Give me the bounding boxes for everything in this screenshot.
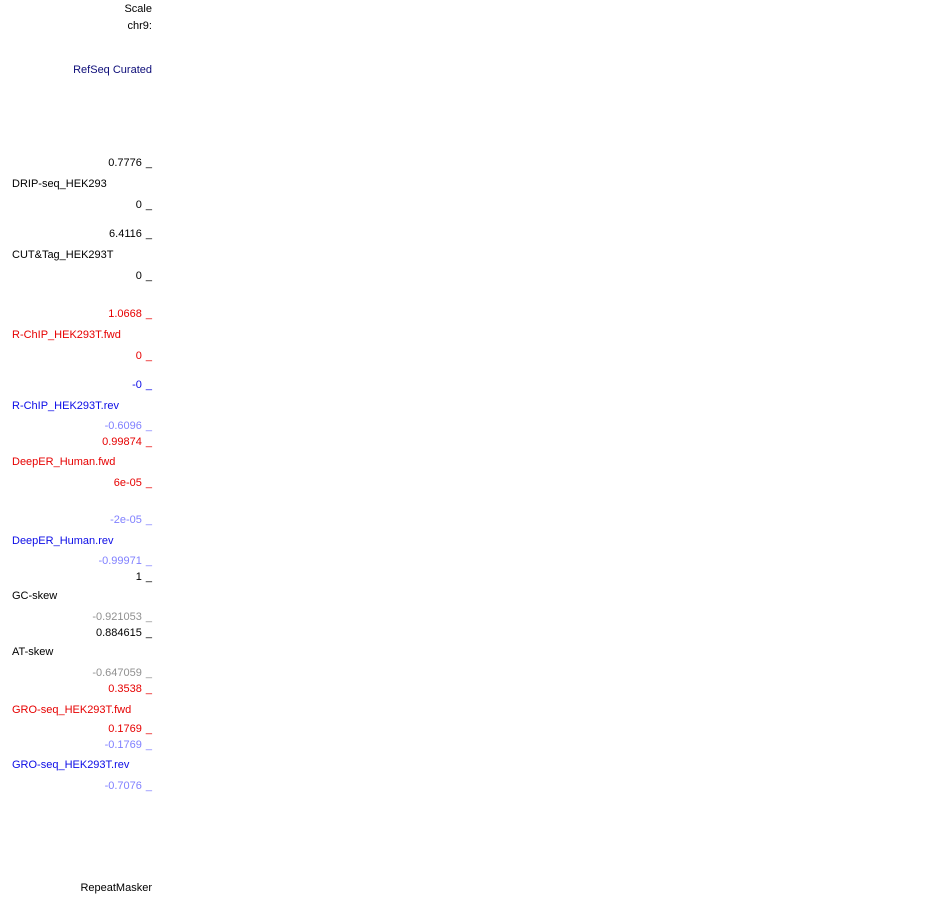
track-label[interactable]: GC-skew (12, 590, 58, 602)
track-max-value: -2e-05 _ (110, 514, 152, 526)
axis-tick-icon: _ (145, 683, 152, 695)
track-min-value: 0 _ (135, 199, 152, 211)
track-min-value: 0 _ (135, 350, 152, 362)
track-label-repeatmasker[interactable]: RepeatMasker (80, 882, 152, 894)
track-min-value: -0.99971 _ (98, 555, 152, 567)
axis-tick-icon: _ (145, 739, 152, 751)
axis-tick-icon: _ (145, 308, 152, 320)
axis-tick-icon: _ (145, 780, 152, 792)
axis-tick-icon: _ (145, 514, 152, 526)
track-min-value: -0.6096 _ (104, 420, 152, 432)
track-label[interactable]: DeepER_Human.rev (12, 535, 114, 547)
axis-tick-icon: _ (145, 199, 152, 211)
track-max-value: 6.4116 _ (109, 228, 152, 240)
track-min-value: 6e-05 _ (113, 477, 152, 489)
track-label[interactable]: CUT&Tag_HEK293T (12, 249, 114, 261)
track-data-area[interactable] (155, 0, 950, 900)
track-label[interactable]: R-ChIP_HEK293T.fwd (12, 329, 121, 341)
track-max-value: 0.884615 _ (95, 627, 152, 639)
position-label: chr9: (127, 20, 152, 32)
track-min-value: 0 _ (135, 270, 152, 282)
axis-tick-icon: _ (145, 723, 152, 735)
track-label[interactable]: DRIP-seq_HEK293 (12, 178, 107, 190)
track-max-value: 0.3538 _ (108, 683, 152, 695)
scale-label: Scale (124, 3, 152, 15)
track-min-value: 0.1769 _ (108, 723, 152, 735)
axis-tick-icon: _ (145, 555, 152, 567)
axis-tick-icon: _ (145, 627, 152, 639)
axis-tick-icon: _ (145, 436, 152, 448)
axis-tick-icon: _ (145, 571, 152, 583)
track-label-refseq-curated[interactable]: RefSeq Curated (73, 64, 152, 76)
axis-tick-icon: _ (145, 379, 152, 391)
axis-tick-icon: _ (145, 350, 152, 362)
axis-tick-icon: _ (145, 270, 152, 282)
track-min-value: -0.7076 _ (104, 780, 152, 792)
track-label[interactable]: AT-skew (12, 646, 54, 658)
track-max-value: 1.0668 _ (108, 308, 152, 320)
axis-tick-icon: _ (145, 228, 152, 240)
axis-tick-icon: _ (145, 611, 152, 623)
track-max-value: -0 _ (132, 379, 152, 391)
axis-tick-icon: _ (145, 157, 152, 169)
track-label[interactable]: DeepER_Human.fwd (12, 456, 116, 468)
track-max-value: 0.7776 _ (108, 157, 152, 169)
axis-tick-icon: _ (145, 477, 152, 489)
axis-tick-icon: _ (145, 420, 152, 432)
track-label[interactable]: GRO-seq_HEK293T.rev (12, 759, 130, 771)
track-min-value: -0.647059 _ (92, 667, 152, 679)
track-min-value: -0.921053 _ (92, 611, 152, 623)
track-max-value: -0.1769 _ (104, 739, 152, 751)
track-max-value: 1 _ (135, 571, 152, 583)
axis-tick-icon: _ (145, 667, 152, 679)
track-max-value: 0.99874 _ (102, 436, 152, 448)
track-label[interactable]: R-ChIP_HEK293T.rev (12, 400, 119, 412)
track-label[interactable]: GRO-seq_HEK293T.fwd (12, 704, 132, 716)
